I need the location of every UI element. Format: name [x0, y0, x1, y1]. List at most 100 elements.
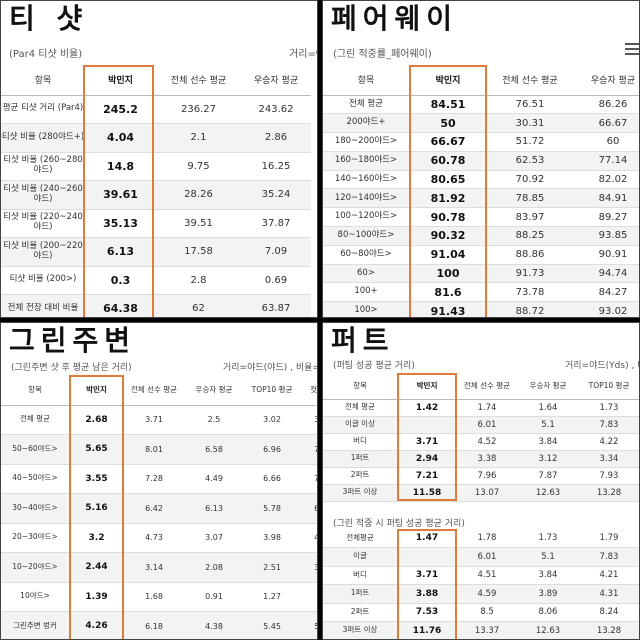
green-value-cell: 6.58	[184, 434, 244, 465]
green-row: 30~40야드>5.166.426.135.786.1	[1, 493, 317, 524]
putt2-row-label: 2퍼트	[323, 603, 397, 622]
green-row-label: 10~20야드>	[1, 552, 69, 583]
tee-row-label: 티샷 비율 (220~240야드)	[1, 209, 85, 238]
fairway-value-cell: 86.26	[573, 95, 639, 115]
fairway-title: 페어웨이	[331, 2, 459, 35]
putt2-park-minji-value: 7.53	[397, 603, 457, 622]
green-value-cell: 3.07	[184, 523, 244, 553]
fairway-table: 항목 박민지 전체 선수 평균 우승자 평균 전체 평균 84.51 76.51 86.26 2…	[323, 65, 639, 317]
fairway-value-cell: 30.31	[487, 113, 573, 134]
fairway-row: 140~160야드> 80.65 70.92 82.02	[323, 170, 639, 190]
putt1-row: 3퍼트 이상 11.58 13.07 12.63 13.28	[323, 484, 639, 502]
fairway-row-label: 180~200야드>	[323, 132, 409, 152]
putt1-value-cell: 1.73	[579, 399, 639, 417]
green-value-cell: 6.13	[184, 493, 244, 524]
green-header-cell: 박민지	[69, 375, 124, 406]
green-value-cell: 4.5	[300, 523, 317, 553]
putt2-value-cell: 3.84	[517, 566, 579, 585]
fairway-value-cell: 84.91	[573, 188, 639, 209]
putt2-value-cell: 6.01	[457, 547, 517, 567]
fairway-park-minji-value: 66.67	[409, 132, 487, 152]
putt2-park-minji-value: 3.71	[397, 566, 457, 585]
fairway-row-label: 140~160야드>	[323, 170, 409, 190]
fairway-row-label: 80~100야드>	[323, 226, 409, 246]
putt2-row: 2퍼트 7.53 8.5 8.06 8.24	[323, 603, 639, 622]
putt2-value-cell: 3.89	[517, 584, 579, 604]
fairway-park-minji-value: 80.65	[409, 170, 487, 190]
green-row: 10야드>1.391.680.911.271.	[1, 582, 317, 612]
tee-park-minji-value: 14.8	[85, 152, 156, 181]
fairway-value-cell: 66.67	[573, 113, 639, 134]
fairway-row: 60> 100 91.73 94.74	[323, 264, 639, 284]
putt1-park-minji-value: 11.58	[397, 484, 457, 502]
green-row: 40~50야드>3.557.284.496.667.1	[1, 464, 317, 494]
fairway-header-cell: 항목	[323, 65, 409, 96]
putt1-row-label: 3퍼트 이상	[323, 484, 397, 502]
green-row: 50~60야드>5.658.016.586.967.6	[1, 434, 317, 465]
green-value-cell: 7.1	[300, 464, 317, 494]
putt1-value-cell: 4.22	[579, 433, 639, 451]
putt1-row: 1퍼트 2.94 3.38 3.12 3.34	[323, 450, 639, 468]
fairway-row-label: 200야드+	[323, 113, 409, 134]
tee-row: 티샷 비율 (240~260야드) 39.61 28.26 35.24	[1, 180, 317, 210]
putt2-value-cell: 8.5	[457, 603, 517, 622]
green-value-cell: 6.1	[300, 493, 317, 524]
fairway-row: 60~80야드> 91.04 88.86 90.91	[323, 245, 639, 265]
fairway-row: 100+ 81.6 73.78 84.27	[323, 282, 639, 303]
fairway-value-cell: 90.91	[573, 245, 639, 265]
putt1-value-cell: 13.07	[457, 484, 517, 502]
fairway-value-cell: 89.27	[573, 207, 639, 228]
putt-table-1: 항목 박민지 전체 선수 평균 우승자 평균 TOP10 평균 전체 평균 1.42 1.74…	[323, 373, 639, 502]
green-value-cell: 1.	[300, 582, 317, 612]
green-value-cell: 3.98	[244, 523, 300, 553]
putt1-value-cell: 12.63	[517, 484, 579, 502]
tee-shot-subtitle: (Par4 티샷 비율)	[9, 49, 83, 60]
tee-row-label: 티샷 비율 (200>)	[1, 266, 85, 295]
green-row-label: 30~40야드>	[1, 493, 69, 524]
tee-row: 평균 티샷 거리 (Par4) 245.2 236.27 243.62	[1, 95, 317, 124]
putt2-row-label: 1퍼트	[323, 584, 397, 604]
green-side-unit: 거리=야드(야드) , 비율=퍼센	[223, 363, 317, 373]
putt2-park-minji-value	[397, 547, 457, 567]
fairway-value-cell: 73.78	[487, 282, 573, 303]
tee-value-cell: 2.86	[241, 123, 311, 153]
putt1-header-cell: 박민지	[397, 373, 457, 400]
putt2-row-label: 전체평균	[323, 529, 397, 548]
fairway-row: 200야드+ 50 30.31 66.67	[323, 113, 639, 134]
putt1-row-label: 버디	[323, 433, 397, 451]
fairway-value-cell: 76.51	[487, 95, 573, 115]
putt-panel: 퍼트 (퍼팅 성공 평균 거리) 거리=야드(Yds) , 비 항목 박민지 전체 …	[322, 322, 640, 640]
putt2-value-cell: 12.63	[517, 621, 579, 639]
green-park-minji-value: 5.16	[69, 493, 124, 524]
putt1-park-minji-value: 3.71	[397, 433, 457, 451]
putt2-park-minji-value: 1.47	[397, 529, 457, 548]
fairway-value-cell: 51.72	[487, 132, 573, 152]
fairway-value-cell: 60	[573, 132, 639, 152]
menu-icon[interactable]	[625, 43, 639, 55]
fairway-value-cell: 62.53	[487, 151, 573, 171]
tee-park-minji-value: 35.13	[85, 209, 156, 238]
tee-shot-table: 항목 박민지 전체 선수 평균 우승자 평균 평균 티샷 거리 (Par4) 245.2 2…	[1, 65, 317, 317]
putt2-row: 버디 3.71 4.51 3.84 4.21	[323, 566, 639, 585]
tee-park-minji-value: 0.3	[85, 266, 156, 295]
green-row-label: 50~60야드>	[1, 434, 69, 465]
tee-value-cell: 37.87	[241, 209, 311, 238]
fairway-park-minji-value: 91.04	[409, 245, 487, 265]
green-side-subtitle: (그린주변 샷 후 평균 남은 거리)	[11, 363, 132, 373]
green-value-cell: 5.78	[244, 493, 300, 524]
tee-value-cell: 35.24	[241, 180, 311, 210]
fairway-park-minji-value: 81.6	[409, 282, 487, 303]
green-value-cell: 5.45	[244, 611, 300, 639]
green-header-cell: 항목	[1, 375, 69, 406]
fairway-row-label: 160~180야드>	[323, 151, 409, 171]
tee-park-minji-value: 6.13	[85, 237, 156, 267]
green-header-cell: 우승자 평균	[184, 375, 244, 406]
fairway-header-cell: 우승자 평균	[573, 65, 639, 96]
putt1-row: 버디 3.71 4.52 3.84 4.22	[323, 433, 639, 451]
green-value-cell: 3.71	[124, 405, 184, 435]
putt1-value-cell: 7.87	[517, 467, 579, 485]
tee-row-label: 평균 티샷 거리 (Par4)	[1, 95, 85, 124]
putt1-row: 전체 평균 1.42 1.74 1.64 1.73	[323, 399, 639, 417]
putt1-value-cell: 4.52	[457, 433, 517, 451]
